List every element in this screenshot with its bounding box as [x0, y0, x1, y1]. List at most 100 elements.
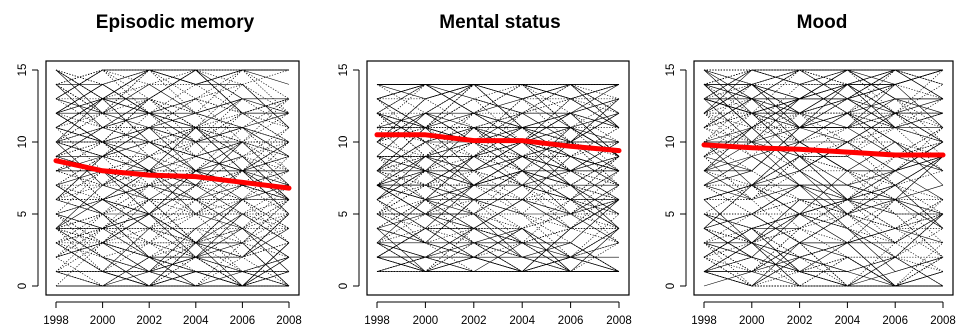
- trajectory-line: [377, 84, 619, 100]
- trajectory-line: [377, 170, 620, 215]
- trajectory-line: [376, 199, 474, 244]
- trajectory-line: [55, 141, 289, 272]
- trajectory-line: [473, 98, 619, 143]
- trajectory-line: [55, 84, 243, 157]
- x-tick-label: 1998: [364, 315, 390, 327]
- trajectory-line: [102, 242, 290, 287]
- trajectory-line: [799, 213, 896, 258]
- individual-trajectories: [703, 69, 944, 287]
- trajectory-line: [376, 256, 474, 272]
- trajectory-line: [703, 242, 800, 287]
- trajectory-line: [55, 170, 290, 244]
- mean-trend-point: [702, 143, 706, 147]
- trajectory-line: [376, 84, 620, 143]
- mean-trend-point: [194, 175, 197, 178]
- trajectory-line: [56, 199, 289, 244]
- trajectory-line: [376, 127, 619, 172]
- x-tick-label: 2002: [787, 315, 813, 327]
- trajectory-line: [751, 69, 944, 114]
- trajectory-line: [703, 199, 944, 258]
- mean-trend-point: [846, 150, 849, 154]
- trajectory-line: [425, 84, 523, 128]
- trajectory-line: [703, 199, 943, 258]
- x-tick-label: 2004: [509, 315, 535, 327]
- trajectory-line: [55, 69, 103, 85]
- x-tick-label: 2000: [739, 315, 765, 327]
- trajectory-line: [149, 199, 290, 244]
- trajectory-line: [102, 213, 290, 287]
- trajectory-line: [703, 156, 944, 244]
- trajectory-line: [55, 199, 289, 258]
- trajectory-line: [55, 98, 290, 215]
- trajectory-line: [473, 84, 620, 114]
- trajectory-line: [376, 84, 620, 143]
- trajectory-line: [751, 199, 896, 229]
- trajectory-line: [704, 242, 943, 287]
- trajectory-line: [56, 141, 290, 172]
- mean-trend-point: [424, 133, 427, 136]
- trajectory-line: [55, 213, 290, 287]
- trajectory-line: [703, 256, 752, 272]
- trajectory-line: [751, 69, 944, 114]
- trajectory-line: [149, 271, 243, 287]
- trajectory-line: [703, 242, 800, 287]
- trajectory-line: [376, 213, 474, 258]
- trajectory-line: [56, 242, 290, 272]
- y-tick-label: 0: [665, 283, 677, 289]
- trajectory-line: [376, 98, 620, 128]
- trajectory-line: [751, 228, 943, 272]
- trajectory-line: [751, 84, 944, 157]
- trajectory-line: [55, 112, 150, 157]
- trajectory-line: [55, 84, 290, 157]
- trajectory-line: [376, 127, 620, 172]
- trajectory-line: [799, 184, 896, 200]
- trajectory-line: [376, 256, 619, 272]
- trajectory-line: [704, 199, 848, 215]
- y-tick-label: 10: [338, 136, 350, 149]
- trajectory-line: [55, 199, 243, 244]
- trajectory-line: [55, 213, 290, 258]
- trajectory-line: [55, 112, 290, 186]
- mean-trend-point: [798, 148, 801, 151]
- plot-frame: [693, 60, 954, 296]
- trajectory-line: [55, 228, 290, 287]
- trajectory-line: [376, 170, 620, 229]
- trajectory-line: [55, 227, 243, 273]
- panel-title: Mental status: [439, 12, 560, 33]
- trajectory-line: [377, 242, 619, 272]
- y-tick-label: 10: [17, 136, 29, 149]
- trajectory-line: [703, 213, 944, 258]
- mean-trend-point: [54, 159, 58, 162]
- trajectory-line: [751, 199, 944, 244]
- x-tick-label: 2008: [606, 315, 632, 327]
- trajectory-line: [56, 98, 196, 128]
- trajectory-line: [703, 112, 944, 200]
- x-tick-label: 2002: [136, 315, 162, 327]
- y-tick-label: 5: [665, 211, 677, 217]
- trajectory-line: [377, 184, 620, 229]
- trajectory-line: [55, 98, 290, 143]
- trajectory-line: [56, 199, 243, 244]
- x-tick-label: 1998: [691, 315, 717, 327]
- trajectory-line: [55, 98, 150, 143]
- trajectory-line: [703, 69, 943, 157]
- trajectory-line: [55, 199, 150, 244]
- trajectory-line: [799, 98, 944, 172]
- trajectory-line: [703, 227, 800, 258]
- trajectory-line: [376, 84, 620, 128]
- trajectory-line: [55, 141, 290, 215]
- y-tick-label: 5: [338, 211, 350, 217]
- trajectory-line: [377, 156, 620, 215]
- trajectory-line: [704, 228, 944, 272]
- plot-frame: [45, 60, 300, 296]
- trajectory-line: [376, 170, 620, 229]
- x-tick-label: 2004: [183, 315, 209, 327]
- individual-trajectories: [376, 83, 620, 272]
- panel-title: Mood: [797, 12, 848, 33]
- trajectory-line: [703, 84, 944, 143]
- trajectory-line: [56, 98, 243, 143]
- panel-1: Episodic memory 1998 2000 2002 2004 2006 2008 0…: [17, 12, 302, 327]
- panel-title: Episodic memory: [96, 12, 255, 33]
- trajectory-line: [55, 112, 290, 172]
